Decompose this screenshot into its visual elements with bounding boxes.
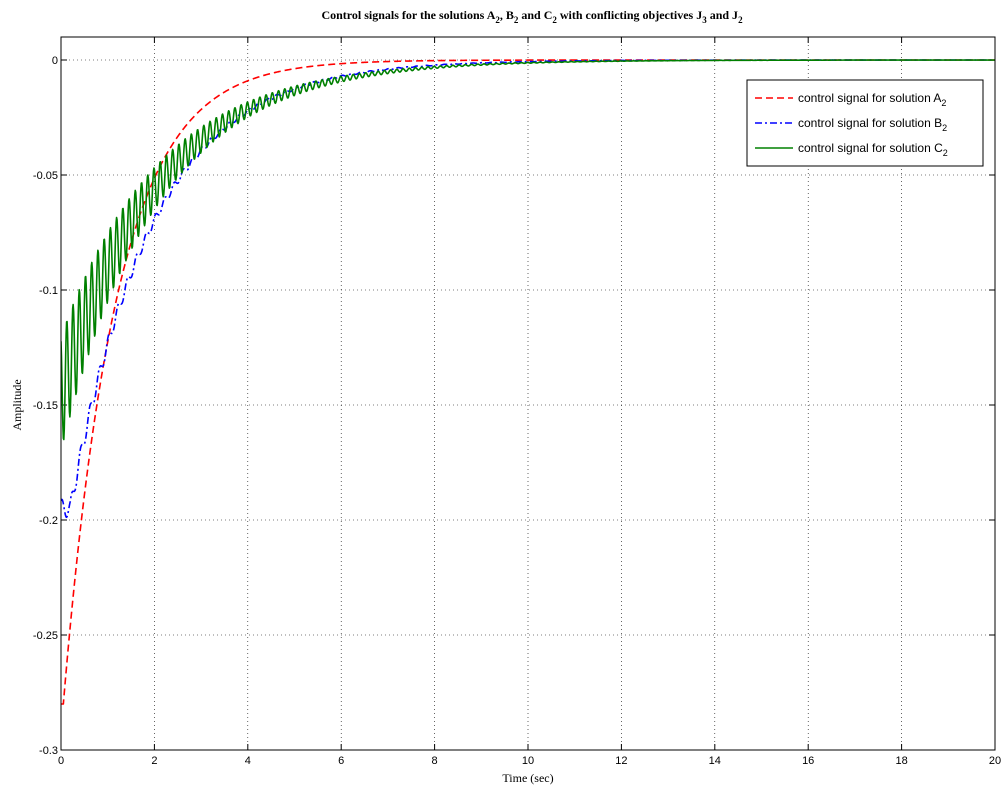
title-part: and J: [707, 8, 738, 22]
y-tick-label: -0.15: [33, 400, 58, 412]
legend-label-subscript: 2: [941, 98, 946, 108]
grid: [61, 37, 995, 750]
title-subscript: 2: [552, 15, 557, 25]
x-axis-label: Time (sec): [502, 771, 553, 785]
x-tick-label: 8: [432, 755, 438, 767]
x-tick-label: 10: [522, 755, 534, 767]
legend-label: control signal for solution C2: [798, 141, 948, 158]
title-subscript: 2: [495, 15, 500, 25]
series-line: [61, 59, 995, 519]
legend-label: control signal for solution A2: [798, 91, 946, 108]
y-tick-label: -0.25: [33, 630, 58, 642]
y-tick-label: -0.05: [33, 170, 58, 182]
x-tick-label: 0: [58, 755, 64, 767]
title-part: with conflicting objectives J: [557, 8, 702, 22]
legend-label-text: control signal for solution B: [798, 116, 942, 130]
title-part: Control signals for the solutions A: [321, 8, 495, 22]
y-tick-label: 0: [52, 55, 58, 67]
chart-title: Control signals for the solutions A2, B2…: [321, 8, 743, 25]
x-tick-label: 20: [989, 755, 1001, 767]
title-subscript: 2: [514, 15, 519, 25]
title-subscript: 2: [738, 15, 743, 25]
y-tick-label: -0.1: [39, 285, 58, 297]
y-axis-label: Amplitude: [10, 379, 24, 430]
y-tick-label: -0.2: [39, 515, 58, 527]
legend-label-text: control signal for solution C: [798, 141, 943, 155]
title-subscript: 3: [702, 15, 707, 25]
axes-frame: [60, 36, 996, 751]
title-part: , B: [500, 8, 514, 22]
legend-label: control signal for solution B2: [798, 116, 947, 133]
x-tick-label: 2: [151, 755, 157, 767]
ticks: [60, 37, 996, 751]
series-lines: [61, 59, 995, 705]
tick-labels: 0 2 4 6 8 10 12 14 16 18 20 0 -0.05 -0.1 -0.15 -0.2 -0.2…: [33, 55, 1001, 767]
x-tick-label: 18: [895, 755, 907, 767]
title-part: and C: [518, 8, 552, 22]
x-tick-label: 6: [338, 755, 344, 767]
y-tick-label: -0.3: [39, 745, 58, 757]
x-tick-label: 4: [245, 755, 251, 767]
legend-label-text: control signal for solution A: [798, 91, 941, 105]
legend-label-subscript: 2: [942, 123, 947, 133]
x-tick-label: 14: [709, 755, 721, 767]
x-tick-label: 12: [615, 755, 627, 767]
legend-label-subscript: 2: [943, 148, 948, 158]
x-tick-label: 16: [802, 755, 814, 767]
series-line: [61, 59, 995, 441]
